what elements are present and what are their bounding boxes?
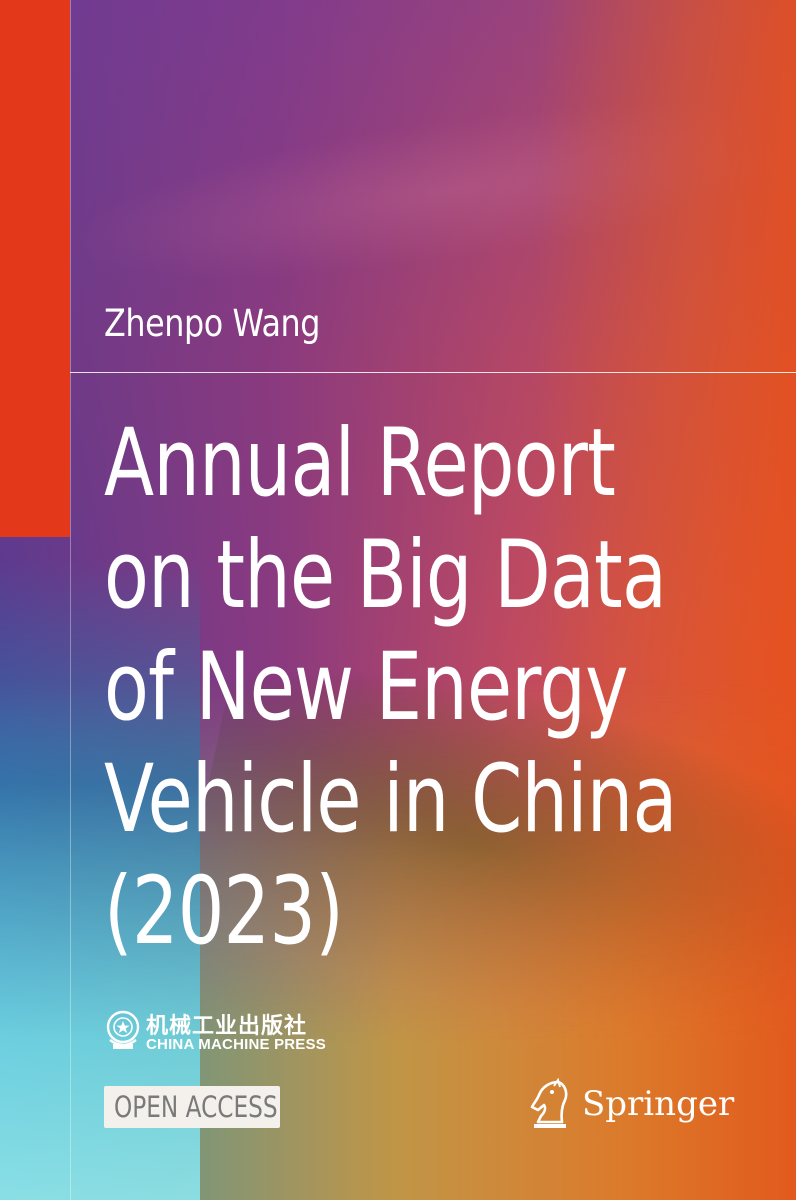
springer-imprint: Springer bbox=[528, 1076, 734, 1136]
open-access-label: OPEN ACCESS bbox=[114, 1090, 278, 1124]
book-title: Annual Report on the Big Data of New Ene… bbox=[104, 408, 796, 968]
title-line: Annual Report bbox=[104, 409, 616, 518]
title-line: Vehicle in China bbox=[104, 745, 677, 854]
vertical-rule bbox=[70, 0, 71, 1200]
open-access-badge: OPEN ACCESS bbox=[104, 1086, 280, 1128]
publisher-block: 机械工业出版社 CHINA MACHINE PRESS bbox=[104, 1010, 344, 1054]
title-line: (2023) bbox=[104, 857, 344, 966]
title-line: of New Energy bbox=[104, 633, 629, 742]
horizontal-rule bbox=[70, 372, 796, 373]
author-name: Zhenpo Wang bbox=[104, 302, 321, 345]
china-machine-press-logo-icon bbox=[106, 1010, 140, 1049]
springer-wordmark: Springer bbox=[582, 1084, 735, 1124]
publisher-name-english: CHINA MACHINE PRESS bbox=[146, 1036, 326, 1053]
publisher-name-chinese: 机械工业出版社 bbox=[146, 1014, 308, 1039]
title-line: on the Big Data bbox=[104, 521, 667, 630]
springer-chess-knight-icon bbox=[530, 1078, 568, 1128]
red-accent-bar bbox=[0, 0, 70, 537]
